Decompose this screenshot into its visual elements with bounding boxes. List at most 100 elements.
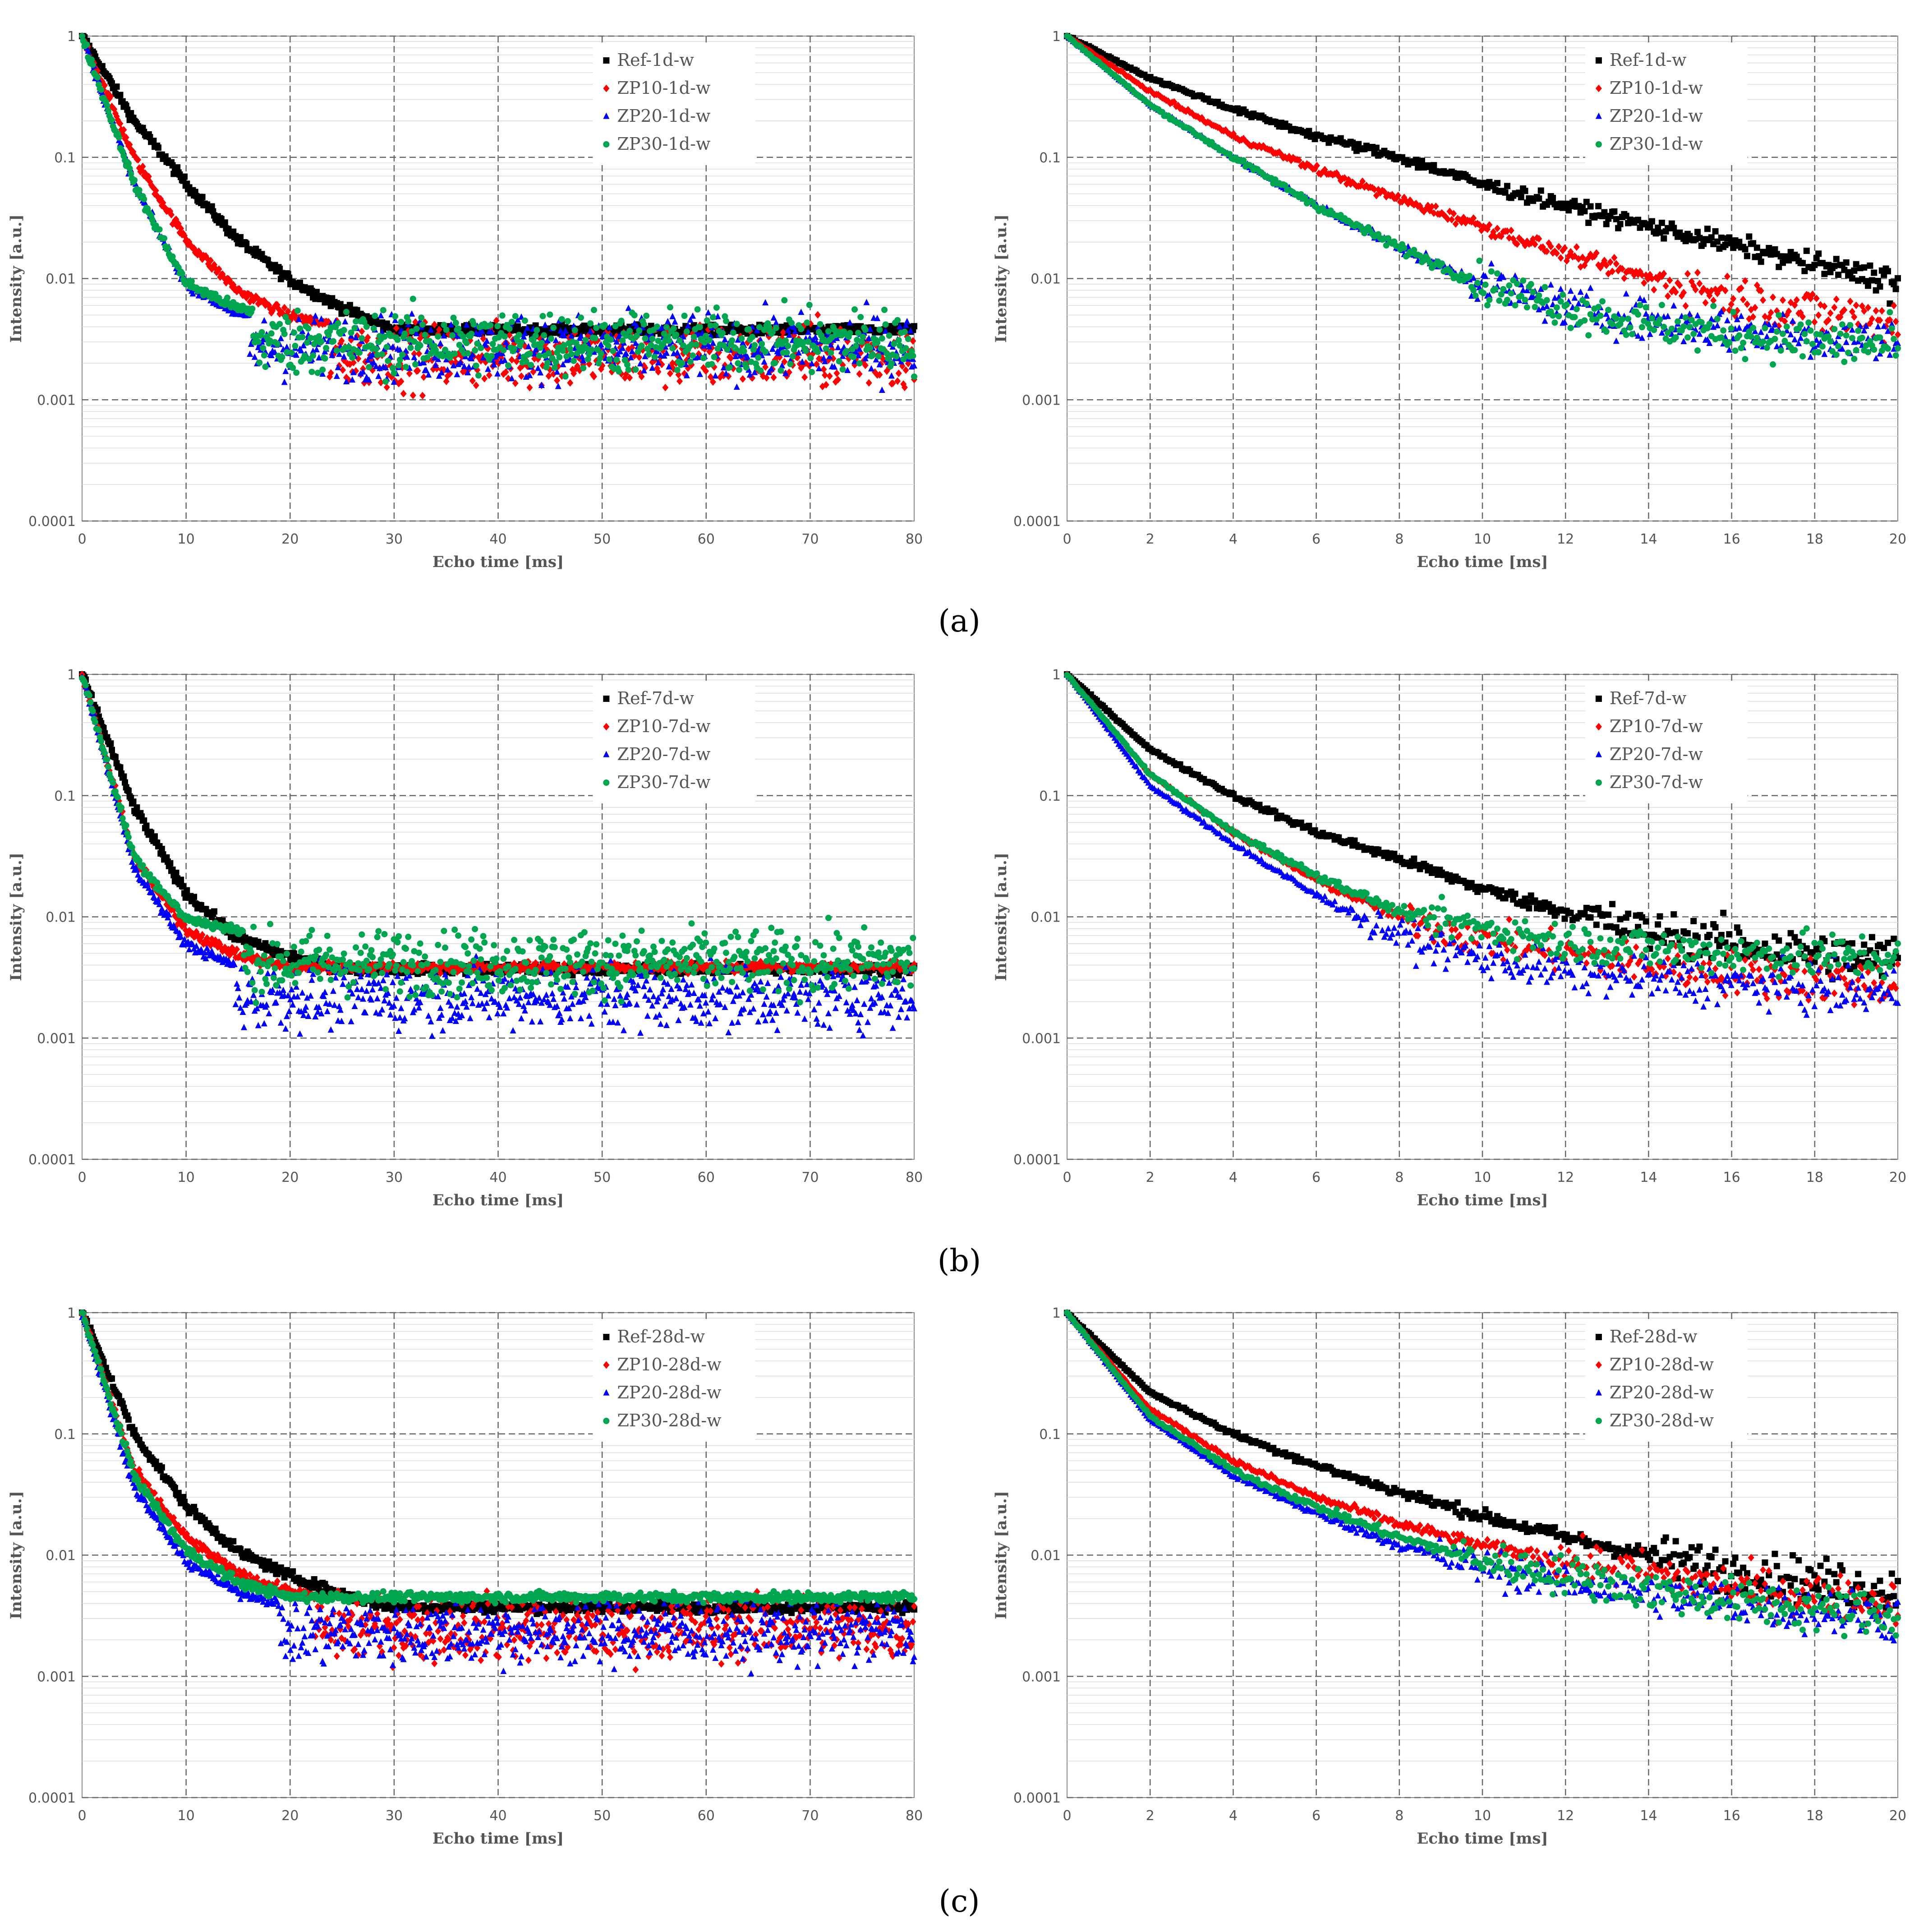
data-point	[643, 313, 650, 319]
data-point	[582, 337, 589, 343]
data-point	[1776, 312, 1782, 318]
data-point	[1841, 359, 1848, 365]
data-point	[571, 357, 577, 364]
data-point	[551, 364, 558, 371]
data-point	[724, 346, 731, 353]
data-point	[150, 138, 157, 144]
data-point	[1522, 296, 1528, 303]
data-point	[1567, 324, 1574, 331]
data-point	[862, 327, 869, 333]
data-point	[778, 367, 784, 374]
data-point	[1512, 302, 1519, 309]
data-point	[1536, 292, 1542, 299]
data-point	[107, 92, 114, 101]
data-point	[130, 148, 137, 156]
x-tick-label: 30	[386, 531, 403, 547]
data-point	[1672, 334, 1679, 341]
data-point	[867, 345, 874, 351]
data-point	[1888, 325, 1895, 332]
data-point	[1742, 356, 1749, 363]
legend-marker	[1595, 141, 1602, 148]
data-point	[550, 324, 557, 331]
y-tick-label: 0.1	[1039, 150, 1061, 166]
data-point	[539, 313, 546, 319]
data-point	[895, 337, 902, 344]
legend-label: ZP10-1d-w	[1610, 78, 1703, 98]
data-point	[588, 346, 595, 353]
data-point	[1474, 280, 1481, 286]
data-point	[1803, 248, 1810, 254]
data-point	[1623, 332, 1629, 338]
data-point	[104, 102, 110, 109]
legend-marker	[1595, 57, 1602, 64]
y-tick-label: 0.1	[54, 150, 76, 166]
data-point	[372, 313, 378, 319]
data-point	[806, 302, 813, 309]
x-tick-label: 40	[489, 1170, 506, 1185]
x-tick-label: 50	[594, 1170, 611, 1185]
data-point	[1839, 321, 1845, 328]
data-point	[108, 747, 115, 753]
data-point	[333, 347, 340, 354]
data-point	[1843, 332, 1850, 339]
data-point	[1760, 338, 1767, 345]
data-point	[1581, 208, 1588, 215]
data-point	[1865, 282, 1872, 289]
data-point	[1484, 302, 1491, 309]
data-point	[1550, 312, 1556, 319]
data-point	[473, 362, 479, 369]
data-point	[807, 355, 814, 361]
data-point	[649, 336, 656, 342]
data-point	[1523, 304, 1530, 311]
data-point	[1777, 347, 1784, 354]
data-point	[631, 312, 638, 318]
data-point	[465, 350, 471, 357]
data-point	[856, 360, 863, 367]
data-point	[663, 324, 670, 331]
data-point	[713, 304, 720, 311]
data-point	[1750, 324, 1757, 331]
x-tick-label: 0	[78, 1170, 86, 1185]
data-point	[207, 257, 214, 264]
data-point	[1708, 234, 1715, 241]
data-point	[1472, 292, 1479, 299]
data-point	[1877, 334, 1883, 341]
data-point	[1514, 281, 1520, 287]
data-point	[1504, 296, 1510, 303]
data-point	[1629, 331, 1635, 337]
data-point	[515, 332, 522, 338]
data-point	[825, 328, 832, 335]
data-point	[310, 352, 317, 359]
data-point	[1494, 270, 1500, 277]
data-point	[788, 319, 795, 326]
data-point	[902, 345, 909, 351]
data-point	[1476, 258, 1483, 264]
data-point	[1710, 303, 1717, 309]
data-point	[733, 321, 740, 327]
data-point	[150, 184, 157, 192]
data-point	[1496, 297, 1503, 304]
data-point	[1809, 341, 1816, 347]
data-point	[199, 194, 206, 200]
data-point	[1658, 302, 1665, 309]
data-point	[1726, 234, 1733, 241]
data-point	[413, 325, 420, 332]
data-point	[638, 342, 645, 349]
x-tick-label: 20	[281, 531, 299, 547]
data-point	[385, 358, 391, 364]
data-point	[670, 325, 677, 332]
data-point	[1585, 219, 1592, 226]
data-point	[382, 378, 389, 385]
data-point	[1690, 331, 1697, 337]
data-point	[94, 74, 101, 81]
data-point	[1635, 311, 1642, 318]
data-point	[787, 361, 794, 368]
data-point	[135, 156, 142, 164]
data-point	[1875, 277, 1882, 284]
data-point	[451, 350, 458, 357]
data-point	[1532, 304, 1538, 310]
data-point	[98, 86, 105, 93]
data-point	[383, 344, 390, 350]
y-tick-label: 0.001	[37, 1031, 76, 1047]
